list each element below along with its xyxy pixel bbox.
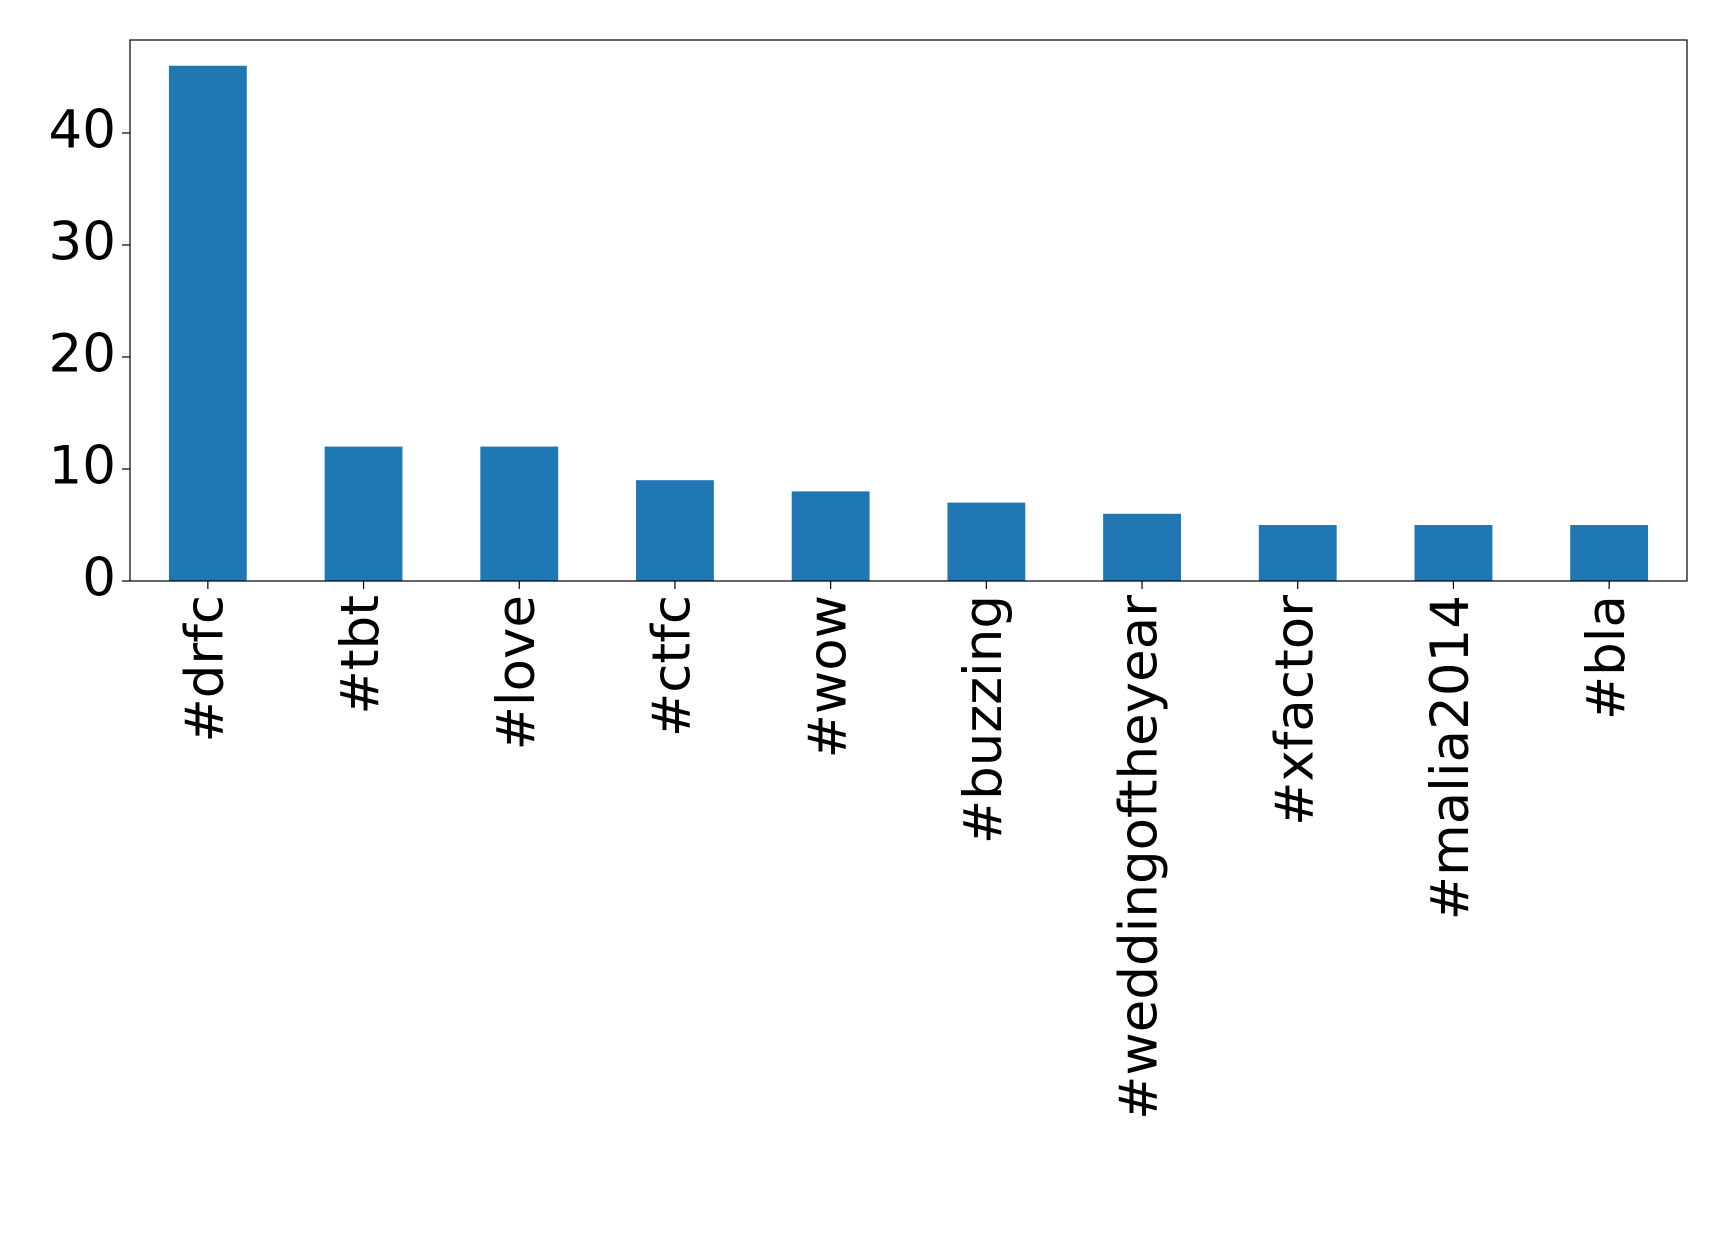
bar xyxy=(324,446,403,581)
y-tick-label: 10 xyxy=(49,436,116,497)
y-tick-label: 40 xyxy=(49,100,116,161)
bar xyxy=(791,491,870,581)
x-tick-label: #buzzing xyxy=(953,595,1014,844)
x-tick-label: #tbt xyxy=(330,595,391,715)
bar xyxy=(480,446,559,581)
y-tick-label: 20 xyxy=(49,324,116,385)
bar xyxy=(947,502,1026,581)
x-tick-label: #xfactor xyxy=(1264,595,1325,826)
x-tick-label: #malia2014 xyxy=(1420,595,1481,920)
bar xyxy=(1103,513,1181,581)
bar xyxy=(168,65,247,581)
x-tick-label: #weddingoftheyear xyxy=(1109,595,1170,1120)
y-tick-label: 30 xyxy=(49,212,116,273)
bar xyxy=(1414,524,1493,581)
x-tick-label: #drfc xyxy=(174,595,235,743)
bar xyxy=(636,480,714,581)
x-tick-label: #love xyxy=(486,595,547,751)
x-tick-label: #ctfc xyxy=(642,595,703,737)
bar xyxy=(1258,524,1337,581)
plot-frame xyxy=(129,39,1688,582)
x-tick-label: #wow xyxy=(797,595,858,759)
bar xyxy=(1570,524,1649,581)
y-tick-label: 0 xyxy=(82,548,116,609)
x-tick-label: #bla xyxy=(1576,595,1637,720)
